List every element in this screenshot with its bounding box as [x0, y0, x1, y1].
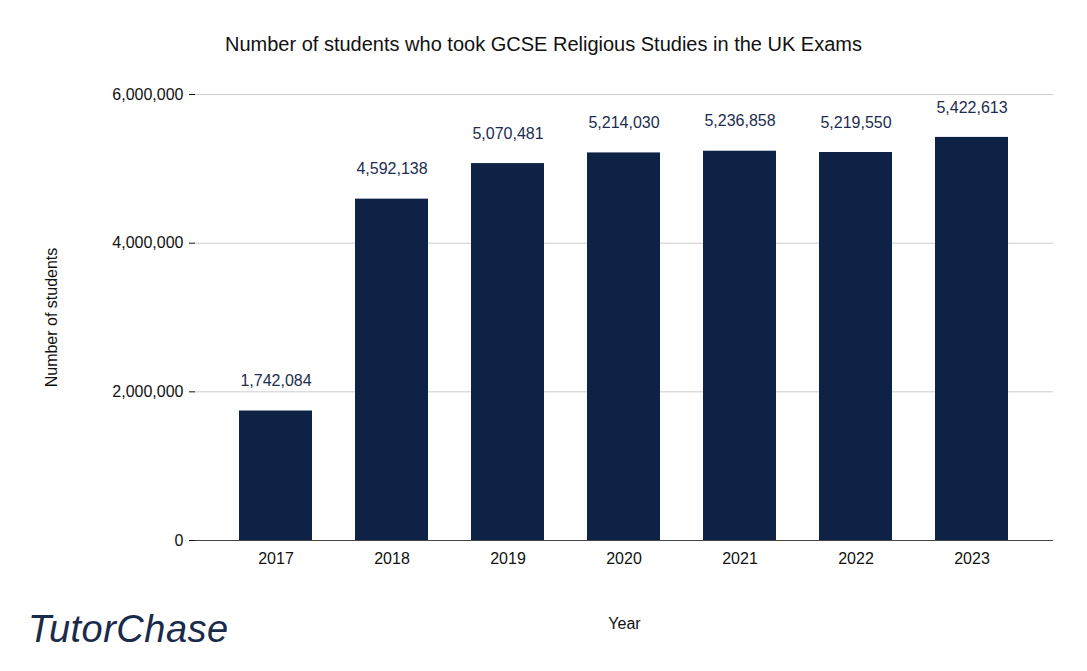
- svg-text:2020: 2020: [606, 550, 642, 567]
- svg-text:2017: 2017: [258, 550, 294, 567]
- svg-text:4,592,138: 4,592,138: [356, 160, 427, 177]
- svg-text:2018: 2018: [374, 550, 410, 567]
- html-text:TutorChase: TutorChase: [28, 608, 229, 650]
- svg-text:6,000,000: 6,000,000: [112, 86, 183, 103]
- svg-text:2022: 2022: [838, 550, 874, 567]
- svg-text:2019: 2019: [490, 550, 526, 567]
- html-text:Number of students who took GC: Number of students who took GCSE Religio…: [225, 33, 862, 55]
- svg-text:5,236,858: 5,236,858: [704, 112, 775, 129]
- svg-text:Year: Year: [608, 615, 641, 632]
- svg-text:2023: 2023: [954, 550, 990, 567]
- svg-text:5,422,613: 5,422,613: [936, 99, 1007, 116]
- svg-text:2021: 2021: [722, 550, 758, 567]
- svg-text:5,219,550: 5,219,550: [820, 114, 891, 131]
- svg-text:4,000,000: 4,000,000: [112, 234, 183, 251]
- svg-text:2,000,000: 2,000,000: [112, 383, 183, 400]
- svg-text:5,070,481: 5,070,481: [472, 125, 543, 142]
- svg-text:0: 0: [175, 532, 184, 549]
- svg-text:1,742,084: 1,742,084: [240, 372, 311, 389]
- svg-text:5,214,030: 5,214,030: [588, 114, 659, 131]
- svg-text:Number of students: Number of students: [43, 248, 60, 388]
